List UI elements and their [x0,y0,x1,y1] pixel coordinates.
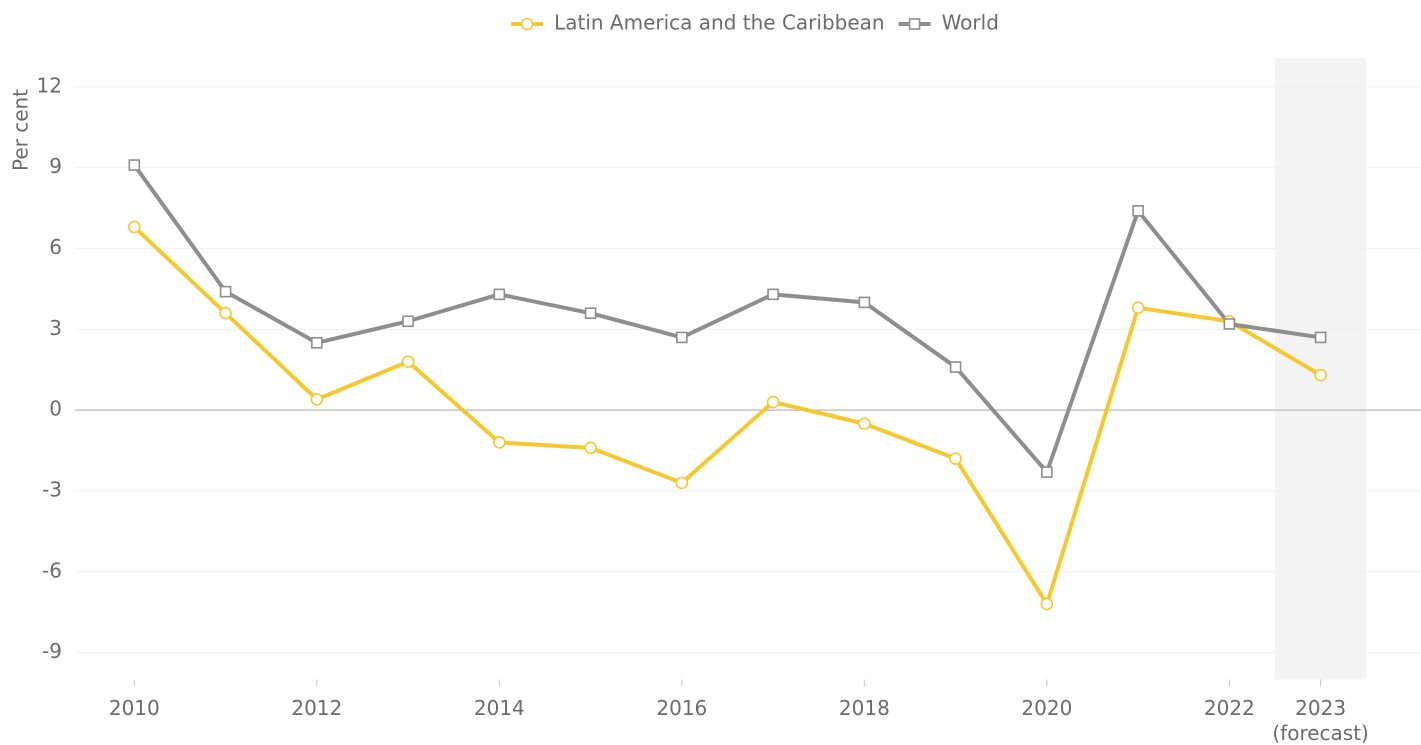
forecast-band [1274,58,1367,680]
data-point [1041,466,1053,478]
x-tick-label: 2023 (forecast) [1272,696,1369,745]
data-point [1314,368,1327,382]
data-point [311,337,323,349]
data-point [219,285,232,298]
data-point [310,393,324,406]
data-point [676,331,688,344]
data-point [1132,205,1144,217]
data-point [128,220,141,234]
data-point [401,355,415,368]
legend-label: Latin America and the Caribbean [554,11,884,35]
y-tick-label: 9 [49,154,62,178]
data-point [1223,318,1236,330]
data-point [767,288,779,301]
y-tick-label: 12 [37,73,62,97]
x-tick-label: 2016 [656,696,708,720]
x-tick-label: 2012 [291,696,343,720]
data-point [675,476,689,490]
x-tick-label: 2018 [838,696,890,720]
legend-marker [908,18,921,30]
data-point [949,452,962,465]
data-point [584,441,597,455]
y-tick-label: 6 [49,235,62,259]
data-point [1314,331,1327,344]
legend-marker [520,17,534,31]
series-line [132,163,1321,475]
series-line [132,225,1322,607]
y-tick-label: -6 [42,558,62,582]
legend: Latin America and the Caribbean World [511,11,999,35]
legend-label: World [942,11,999,35]
y-tick-label: 0 [49,397,62,421]
data-point [584,307,597,319]
data-point [402,315,414,328]
x-tick-label: 2020 [1021,696,1073,720]
data-point [219,306,232,320]
data-point [949,361,962,373]
data-point [1040,597,1054,611]
y-tick-label: 3 [49,316,62,340]
y-tick-label: -9 [42,639,62,663]
data-point [858,296,871,309]
y-tick-label: -3 [42,477,62,501]
x-tick-label: 2010 [108,696,160,720]
data-point [493,436,506,449]
data-point [1131,301,1145,315]
data-point [858,417,871,430]
data-point [766,395,780,409]
data-point [128,159,141,171]
x-tick-label: 2014 [473,696,525,720]
x-tick-label: 2022 [1203,696,1255,720]
y-axis-label: Per cent [9,89,33,171]
data-point [493,288,506,301]
